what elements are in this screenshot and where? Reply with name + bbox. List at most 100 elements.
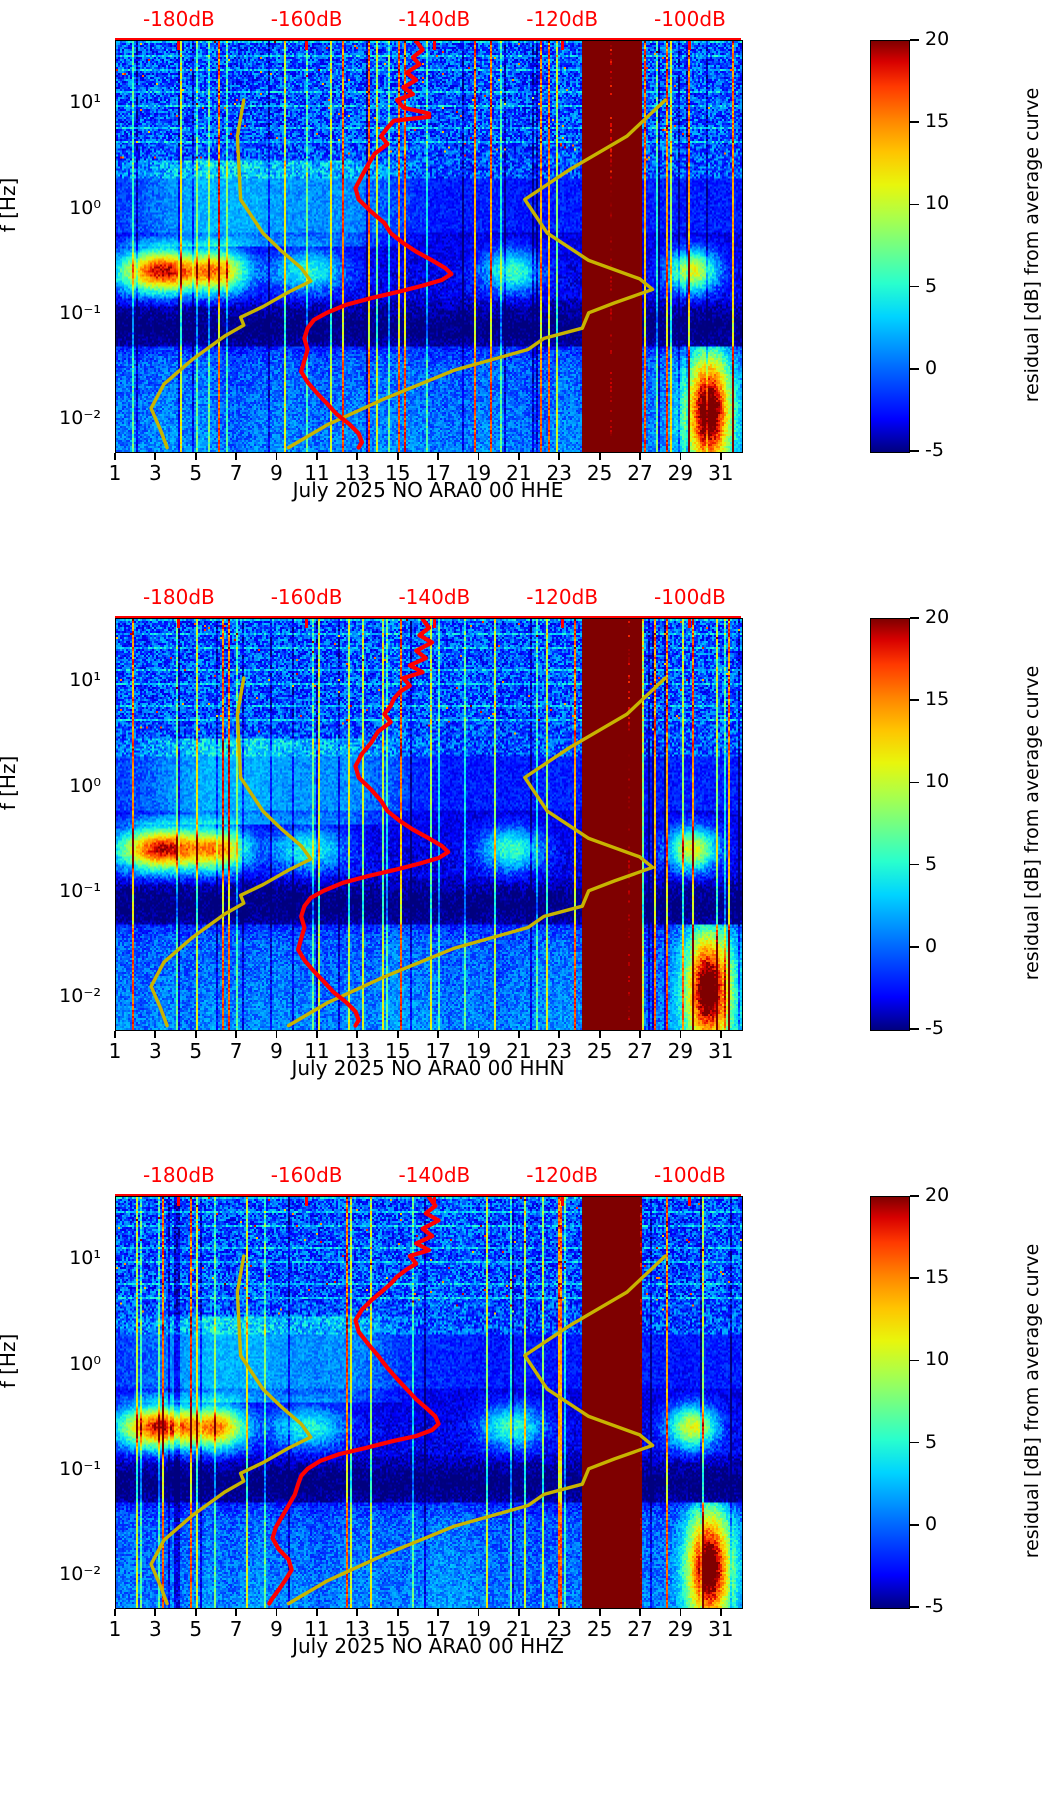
colorbar-tick-label: -5	[925, 1017, 944, 1039]
colorbar-tick	[910, 1606, 919, 1608]
y-major-tick	[115, 314, 116, 316]
x-axis-tick-label: 31	[708, 1039, 734, 1063]
y-minor-tick	[115, 897, 116, 899]
top-db-tick	[305, 619, 309, 628]
y-major-tick	[115, 419, 116, 421]
x-axis-tick-label: 25	[586, 1039, 613, 1063]
y-minor-tick	[115, 346, 116, 348]
colorbar-tick-label: 20	[925, 1184, 950, 1206]
top-db-axis-line	[115, 1194, 741, 1197]
x-axis-tick-label: 5	[189, 1039, 203, 1063]
x-axis-tick	[235, 453, 238, 460]
x-axis-tick	[356, 1609, 359, 1616]
y-minor-tick	[115, 1370, 116, 1372]
top-db-label: -160dB	[270, 7, 343, 31]
top-db-tick	[560, 619, 564, 628]
y-minor-tick	[115, 829, 116, 831]
y-minor-tick	[115, 319, 116, 321]
colorbar-tick	[910, 1028, 919, 1030]
x-axis-tick-label: 3	[149, 1039, 162, 1063]
y-minor-tick	[115, 219, 116, 221]
curve-overlay	[149, 1197, 667, 1606]
y-minor-tick	[115, 705, 116, 707]
y-minor-tick	[115, 264, 116, 266]
x-axis-tick-label: 19	[465, 1617, 492, 1641]
colorbar-tick-label: 5	[925, 274, 938, 297]
x-axis-tick	[598, 453, 601, 460]
y-minor-tick	[115, 120, 116, 122]
x-axis-tick-label: 7	[229, 461, 243, 485]
y-axis-tick-label: 10¹	[69, 669, 101, 692]
x-axis-tick	[316, 1031, 318, 1038]
x-axis-tick	[235, 1609, 238, 1616]
x-axis-tick	[356, 1031, 359, 1038]
plot-area-hhz	[115, 1196, 743, 1609]
y-minor-tick	[115, 1381, 116, 1383]
top-db-label: -160dB	[270, 1163, 343, 1187]
y-axis-tick-label: 10⁻¹	[59, 880, 101, 902]
top-db-label: -120dB	[526, 7, 599, 31]
y-minor-tick	[115, 902, 116, 904]
top-db-tick	[432, 1197, 436, 1206]
noise-model-curve-1	[286, 676, 667, 1028]
plot-area-hhn	[115, 618, 743, 1031]
y-minor-tick	[115, 1264, 116, 1266]
x-axis-tick	[275, 1609, 278, 1616]
colorbar-tick-label: 10	[925, 770, 950, 793]
x-axis-tick	[477, 1031, 480, 1038]
x-axis-tick	[275, 453, 278, 460]
x-axis-tick-label: 23	[546, 1039, 572, 1063]
y-minor-tick	[115, 692, 116, 694]
x-axis-tick-label: 5	[189, 461, 203, 485]
x-axis-tick	[639, 453, 641, 460]
y-minor-tick	[115, 909, 116, 911]
top-db-label: -100dB	[653, 585, 726, 609]
top-db-tick	[177, 41, 181, 50]
x-axis-tick	[558, 1609, 561, 1616]
x-axis-tick	[679, 453, 682, 460]
y-minor-tick	[115, 1315, 116, 1317]
y-minor-tick	[115, 1375, 116, 1377]
spectrogram-image	[116, 1197, 742, 1608]
y-axis-tick-label: 10⁻¹	[59, 302, 101, 324]
colorbar-tick	[910, 285, 919, 288]
y-minor-tick	[115, 1525, 116, 1527]
x-axis-tick-label: 29	[667, 1039, 694, 1063]
psd-mean-curve	[299, 41, 454, 450]
x-axis-tick-label: 21	[506, 1039, 532, 1063]
noise-model-curve-0	[149, 98, 313, 450]
y-major-tick	[115, 1365, 116, 1367]
x-axis-tick	[639, 1031, 641, 1038]
y-minor-tick	[115, 232, 116, 234]
y-minor-tick	[115, 146, 116, 148]
y-major-tick	[115, 1470, 116, 1472]
y-minor-tick	[115, 1276, 116, 1278]
x-axis-tick	[194, 453, 197, 460]
spectrogram-image	[116, 41, 742, 452]
noise-model-curve-1	[286, 98, 667, 450]
colorbar-tick-label: 20	[925, 28, 950, 50]
colorbar-tick-label: 0	[925, 1512, 938, 1535]
colorbar-tick-label: 20	[925, 606, 950, 628]
x-axis-tick	[437, 453, 439, 460]
top-db-label: -160dB	[270, 585, 343, 609]
top-db-label: -140dB	[398, 7, 471, 31]
x-axis-tick-label: 17	[425, 1039, 451, 1063]
x-axis-tick-label: 9	[270, 461, 283, 485]
y-minor-tick	[115, 436, 116, 438]
colorbar-tick	[910, 863, 919, 866]
y-minor-tick	[115, 135, 116, 137]
x-axis-tick-label: 21	[506, 461, 532, 485]
x-axis-tick	[356, 453, 359, 460]
y-minor-tick	[115, 369, 116, 371]
heatmap-canvas-wrap	[116, 619, 742, 1030]
x-axis-tick	[477, 1609, 480, 1616]
colorbar-tick-label: -5	[925, 439, 944, 461]
y-minor-tick	[115, 924, 116, 926]
x-axis-tick	[598, 1609, 601, 1616]
y-minor-tick	[115, 443, 116, 445]
y-minor-tick	[115, 650, 116, 652]
x-axis-tick	[477, 453, 480, 460]
top-db-label: -180dB	[142, 1163, 215, 1187]
y-axis-tick-label: 10⁻²	[59, 1563, 101, 1586]
